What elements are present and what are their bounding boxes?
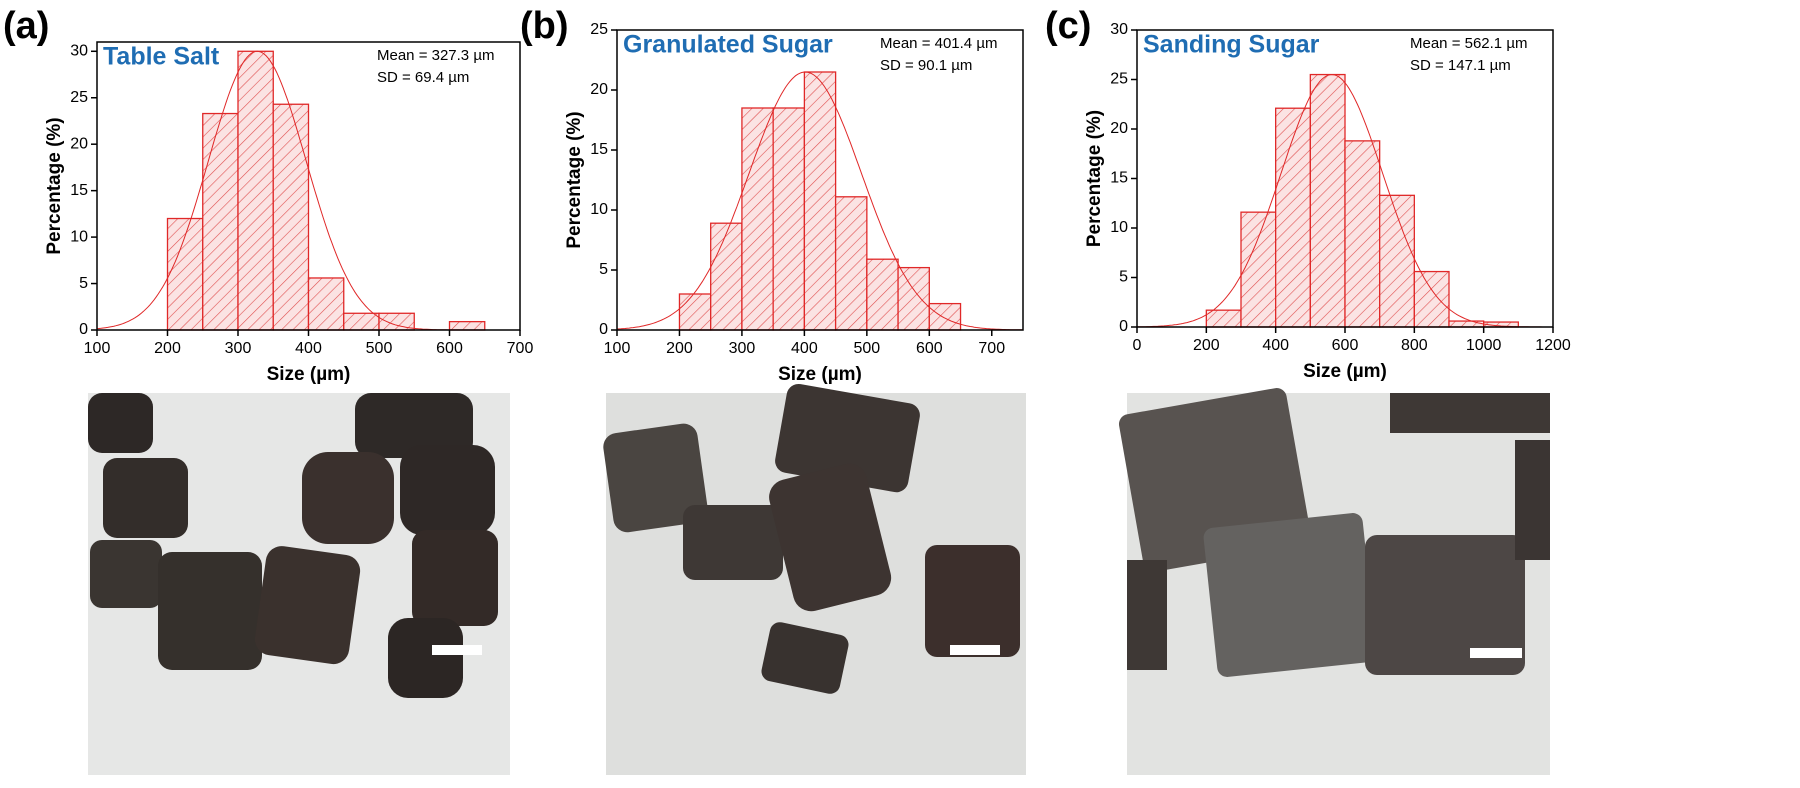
histogram-bar	[202, 112, 239, 331]
histogram-bar	[1309, 73, 1346, 328]
y-axis-label: Percentage (%)	[44, 117, 65, 254]
x-tick-label: 600	[1332, 337, 1359, 354]
x-tick-label: 500	[366, 340, 393, 357]
histogram-bar	[1275, 107, 1311, 328]
histogram-bar	[307, 277, 345, 331]
x-axis-label: Size (µm)	[1303, 361, 1387, 382]
histogram-bar	[237, 50, 274, 331]
histogram-bar	[710, 222, 743, 331]
x-tick-label: 800	[1401, 337, 1428, 354]
x-tick-label: 600	[436, 340, 463, 357]
x-tick-label: 200	[1193, 337, 1220, 354]
y-tick-label: 10	[70, 228, 88, 245]
y-tick-label: 5	[1119, 269, 1128, 286]
y-tick-label: 0	[79, 321, 88, 338]
y-tick-label: 25	[590, 21, 608, 38]
histogram-bar	[1344, 140, 1381, 328]
y-tick-label: 30	[70, 43, 88, 60]
y-tick-label: 30	[1110, 21, 1128, 38]
y-tick-label: 15	[70, 182, 88, 199]
histogram-bar	[834, 196, 868, 331]
y-tick-label: 20	[1110, 120, 1128, 137]
annotation: Mean = 327.3 µm	[377, 47, 494, 64]
x-tick-label: 100	[604, 340, 631, 357]
panel-label: (a)	[3, 5, 49, 47]
y-tick-label: 20	[70, 135, 88, 152]
x-axis-label: Size (µm)	[778, 364, 862, 385]
histogram-bar	[1448, 320, 1485, 328]
x-tick-label: 400	[791, 340, 818, 357]
fit-curve	[616, 71, 1024, 331]
plot-frame	[616, 29, 1024, 331]
x-tick-label: 0	[1133, 337, 1142, 354]
chart-title: Sanding Sugar	[1143, 31, 1320, 59]
x-tick-label: 100	[84, 340, 111, 357]
x-tick-label: 200	[154, 340, 181, 357]
panel-label: (b)	[520, 5, 569, 47]
x-tick-label: 1200	[1535, 337, 1571, 354]
x-tick-label: 300	[729, 340, 756, 357]
annotation: SD = 69.4 µm	[377, 69, 469, 86]
x-tick-label: 700	[507, 340, 534, 357]
micrograph	[603, 383, 1026, 775]
histogram-bar	[678, 293, 712, 331]
y-tick-label: 0	[599, 321, 608, 338]
chart-title: Granulated Sugar	[623, 31, 833, 59]
histogram-bar	[772, 107, 806, 331]
histogram-bar	[741, 107, 774, 331]
histogram-bar	[897, 266, 930, 331]
histogram-bar	[272, 103, 310, 331]
y-tick-label: 20	[590, 81, 608, 98]
chart-title: Table Salt	[103, 43, 220, 71]
fit-curve	[1137, 74, 1553, 328]
x-tick-label: 200	[666, 340, 693, 357]
micrograph	[1118, 388, 1550, 775]
y-axis-label: Percentage (%)	[1084, 110, 1105, 247]
x-tick-label: 1000	[1466, 337, 1502, 354]
x-tick-label: 400	[1262, 337, 1289, 354]
histogram-bar	[928, 302, 962, 331]
annotation: Mean = 401.4 µm	[880, 35, 997, 52]
histogram-bar	[1413, 270, 1450, 328]
x-axis-label: Size (µm)	[267, 364, 351, 385]
y-tick-label: 15	[590, 141, 608, 158]
y-tick-label: 15	[1110, 170, 1128, 187]
y-tick-label: 5	[599, 261, 608, 278]
annotation: Mean = 562.1 µm	[1410, 35, 1527, 52]
y-tick-label: 0	[1119, 318, 1128, 335]
histogram-bar	[343, 312, 380, 331]
micrograph	[88, 393, 510, 775]
y-axis-label: Percentage (%)	[564, 111, 585, 248]
y-tick-label: 25	[1110, 71, 1128, 88]
x-tick-label: 600	[916, 340, 943, 357]
y-tick-label: 10	[1110, 219, 1128, 236]
panel-label: (c)	[1045, 5, 1091, 47]
annotation: SD = 147.1 µm	[1410, 57, 1511, 74]
histogram-bar	[1205, 309, 1242, 328]
histogram-bar	[866, 258, 899, 331]
x-tick-label: 700	[978, 340, 1005, 357]
y-tick-label: 25	[70, 89, 88, 106]
y-tick-label: 5	[79, 275, 88, 292]
annotation: SD = 90.1 µm	[880, 57, 972, 74]
x-tick-label: 300	[225, 340, 252, 357]
y-tick-label: 10	[590, 201, 608, 218]
histogram-bar	[448, 320, 486, 331]
histogram-bar	[1379, 194, 1415, 328]
x-tick-label: 400	[295, 340, 322, 357]
x-tick-label: 500	[853, 340, 880, 357]
histogram-bar	[1240, 211, 1277, 328]
histogram-bar	[803, 71, 837, 331]
